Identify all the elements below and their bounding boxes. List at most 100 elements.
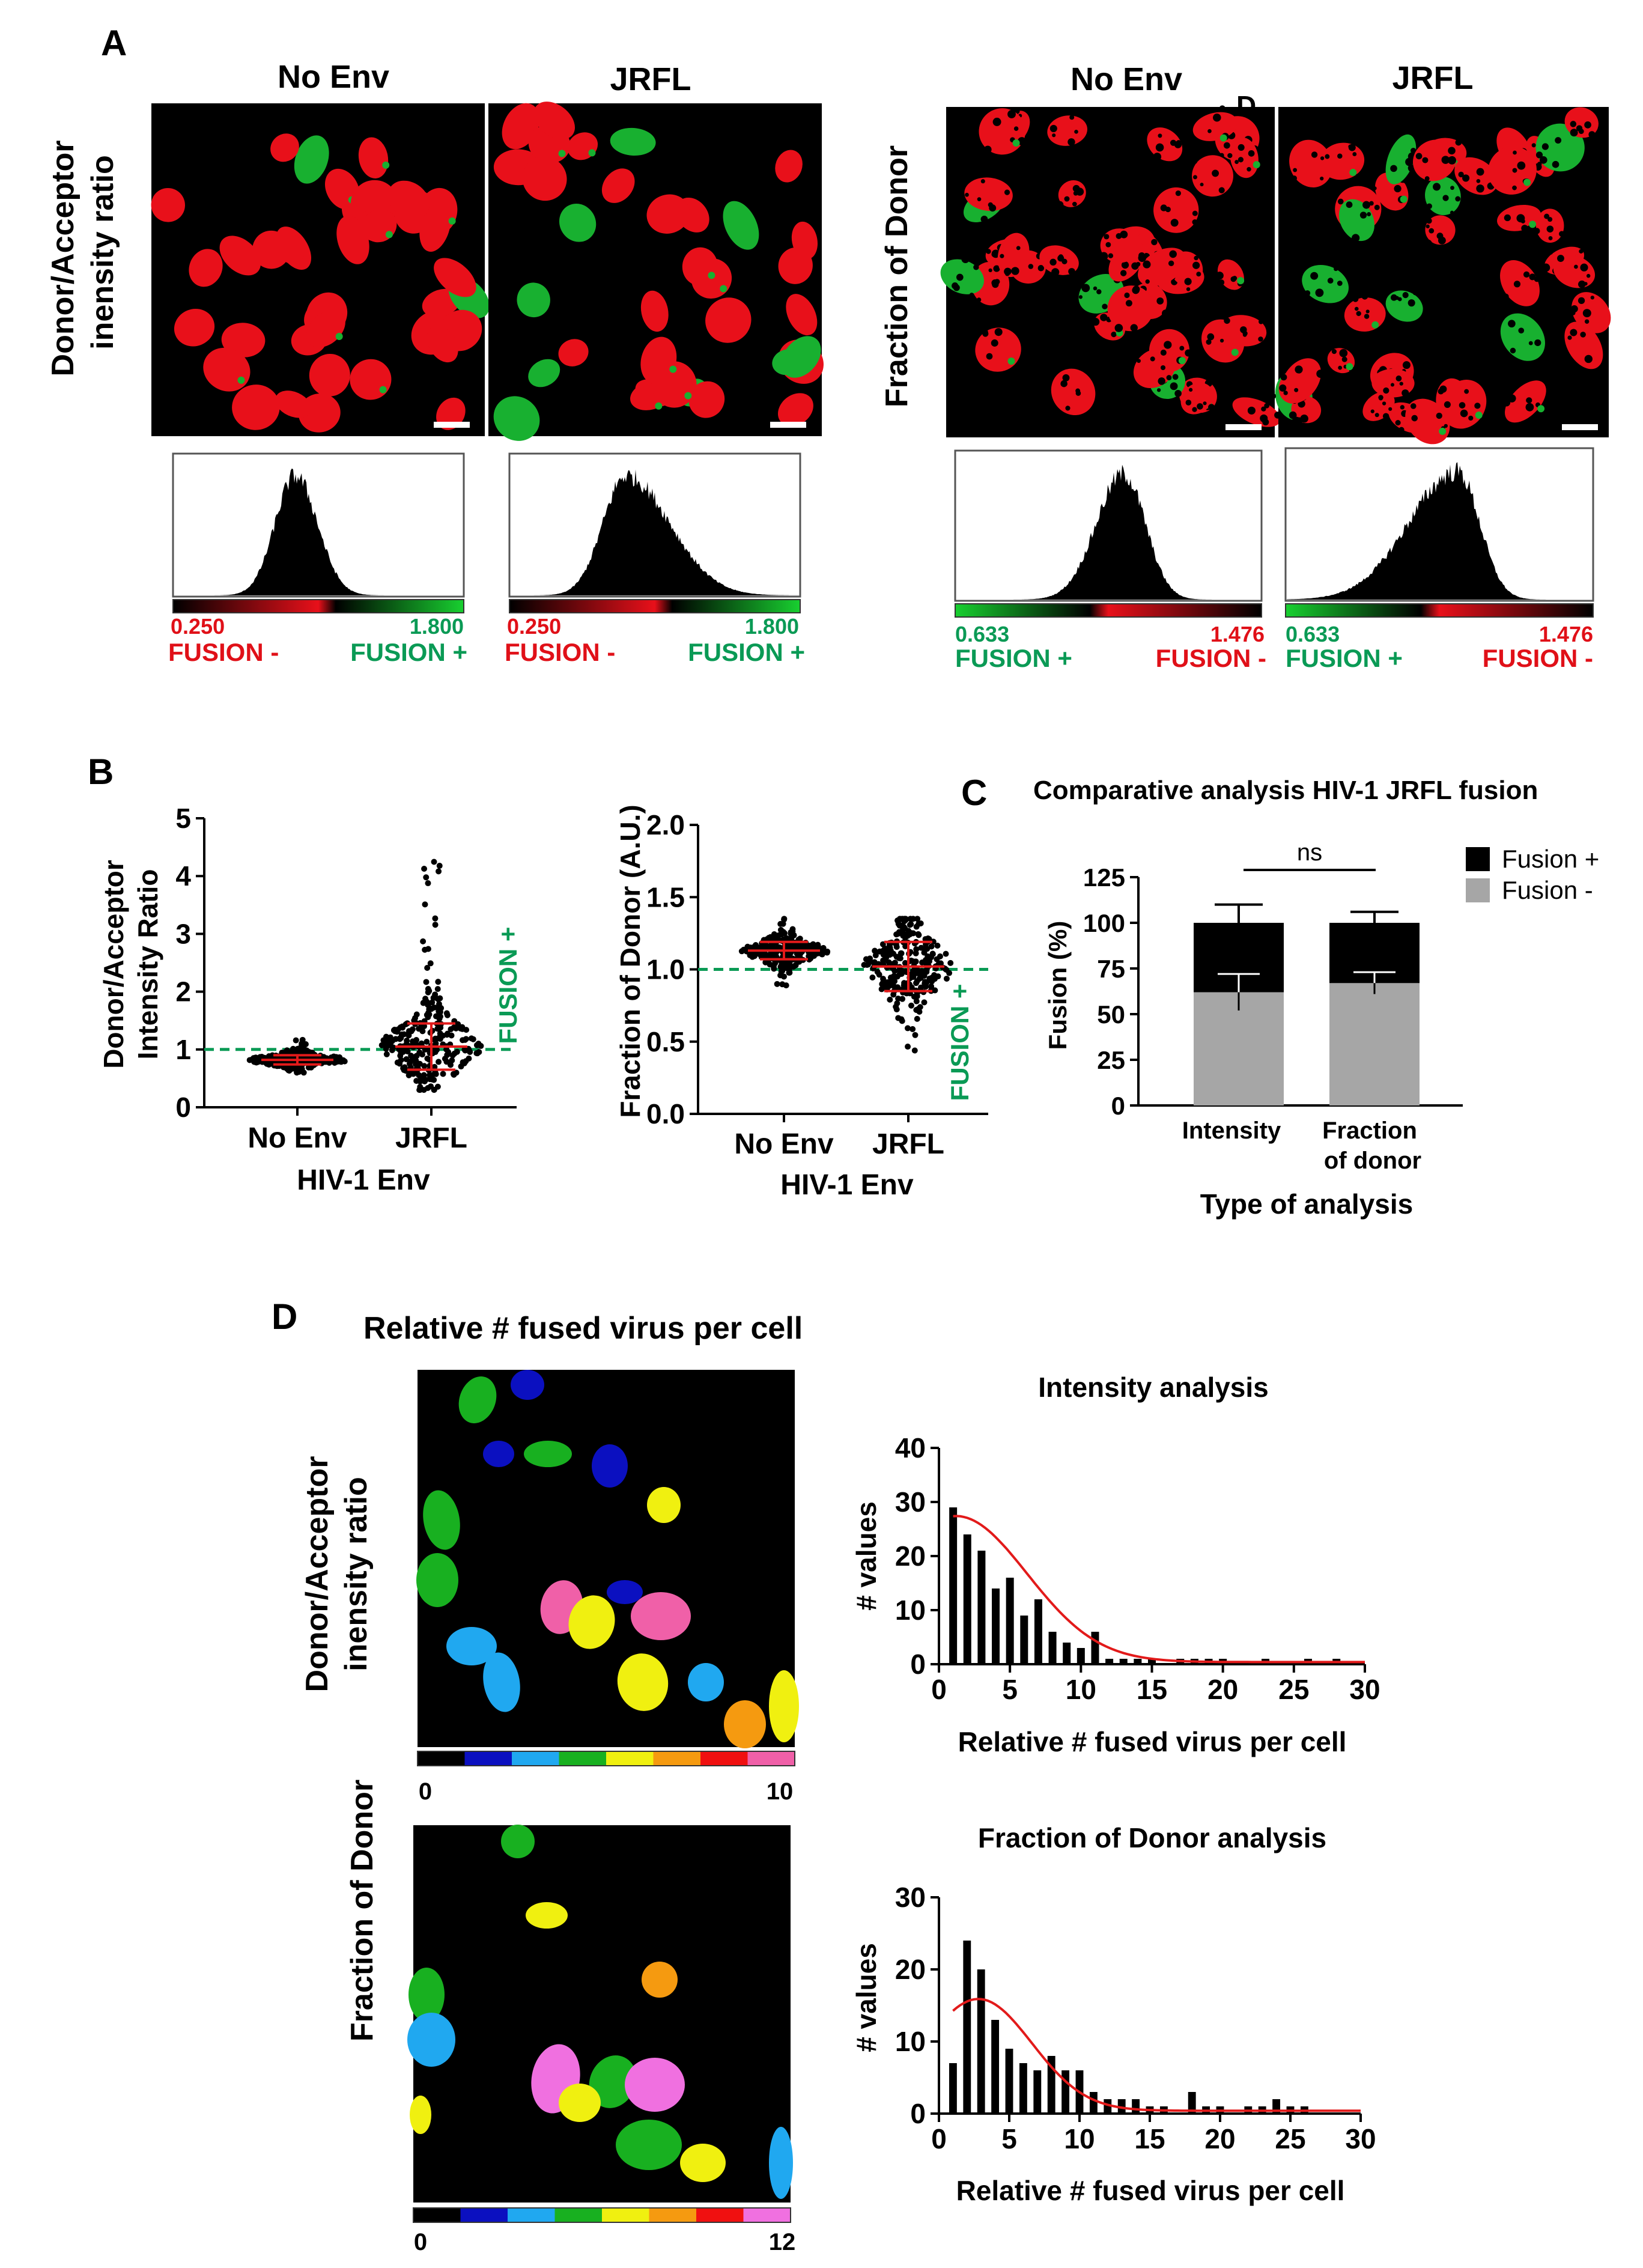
- ytick-label: 0.0: [646, 1098, 685, 1129]
- data-point: [820, 949, 827, 956]
- data-point: [420, 938, 427, 944]
- data-point: [895, 1015, 902, 1021]
- colorbar: [509, 599, 801, 613]
- cell: [997, 233, 1030, 278]
- xtick-label: 30: [1349, 1674, 1380, 1705]
- chart-b1-ylabel: Donor/Acceptor Intensity Ratio: [98, 860, 163, 1069]
- data-point: [476, 1049, 482, 1056]
- colorbar-d2-max: 12: [769, 2229, 796, 2255]
- data-point: [403, 1056, 410, 1063]
- cell: [1147, 127, 1183, 162]
- data-point: [900, 923, 907, 930]
- cell: [1180, 382, 1213, 415]
- data-point: [881, 981, 887, 988]
- cell: [601, 168, 635, 203]
- data-point: [783, 982, 789, 989]
- data-point: [421, 865, 428, 872]
- hist-a2-min: 0.250: [507, 614, 561, 639]
- svg-text:inensity ratio: inensity ratio: [85, 155, 120, 350]
- data-point: [449, 1052, 456, 1059]
- data-point: [425, 1014, 431, 1021]
- segmented-cell: [625, 2058, 685, 2112]
- segmented-cell: [407, 2013, 455, 2067]
- panel-a-right-col2: JRFL: [1392, 60, 1474, 96]
- ytick-label: 0: [1111, 1092, 1125, 1120]
- data-point: [902, 934, 909, 940]
- data-point: [774, 980, 780, 987]
- segmented-cell: [483, 1441, 514, 1467]
- data-point: [772, 935, 779, 941]
- segmented-cell: [647, 1487, 681, 1523]
- data-point: [878, 986, 885, 993]
- cell: [306, 310, 345, 348]
- colorbar-d1-min: 0: [419, 1778, 432, 1805]
- cell: [358, 137, 389, 178]
- scatter-series-0: [738, 916, 831, 989]
- xtick-label: 20: [1207, 1674, 1238, 1705]
- data-point: [448, 1062, 454, 1068]
- cell: [387, 180, 430, 219]
- cell: [559, 203, 597, 242]
- chart-b2-threshold-label: FUSION +: [946, 984, 974, 1101]
- chart-d1-xlabel: Relative # fused virus per cell: [958, 1726, 1347, 1757]
- data-point: [296, 1069, 302, 1075]
- histogram-bar: [1104, 2099, 1112, 2114]
- data-point: [894, 984, 901, 991]
- cell: [1230, 137, 1259, 178]
- cell: [275, 391, 312, 418]
- ytick-label: 30: [895, 1882, 926, 1913]
- data-point: [416, 1060, 423, 1067]
- histogram-fraction-jrfl: [1284, 447, 1594, 618]
- data-point: [911, 1047, 918, 1054]
- colorbar: [1285, 603, 1594, 618]
- data-point: [807, 944, 814, 951]
- cell: [640, 336, 677, 385]
- data-point: [807, 955, 814, 962]
- segmentation-map-intensity: [416, 1370, 799, 1766]
- histogram-ratio-jrfl: [508, 452, 801, 613]
- data-point: [466, 1055, 472, 1062]
- scale-bar: [1562, 424, 1598, 430]
- ytick-label: 3: [175, 918, 191, 949]
- chart-b1-xtick-no-env: No Env: [248, 1122, 347, 1154]
- data-point: [820, 944, 827, 951]
- segmented-cell: [483, 1652, 520, 1712]
- data-point: [880, 951, 887, 958]
- data-point: [432, 1037, 439, 1044]
- ytick-label: 20: [895, 1540, 926, 1572]
- hist-a1-max: 1.800: [410, 614, 464, 639]
- cell: [219, 236, 261, 276]
- chart-d1-ylabel: # values: [851, 1501, 882, 1611]
- chart-d2-ylabel: # values: [851, 1943, 882, 2052]
- data-point: [420, 1023, 427, 1030]
- hist-a2-pos: FUSION +: [688, 638, 805, 666]
- data-point: [946, 970, 953, 976]
- data-point: [473, 1042, 480, 1048]
- micrograph-fraction-jrfl: [1270, 107, 1611, 445]
- histogram-ratio-no-env: [172, 452, 465, 613]
- cell: [1047, 115, 1088, 146]
- data-point: [459, 1026, 466, 1032]
- ytick-label: 125: [1083, 863, 1125, 892]
- histogram-bar: [1019, 2063, 1027, 2114]
- data-point: [924, 946, 931, 952]
- xtick-label: 5: [1001, 2123, 1017, 2154]
- data-point: [431, 859, 437, 865]
- data-point: [764, 936, 770, 943]
- data-point: [781, 916, 788, 923]
- data-point: [435, 979, 442, 985]
- colorbar: [172, 599, 464, 613]
- data-point: [401, 1067, 407, 1074]
- chart-d2: Fraction of Donor analysis # values Rela…: [851, 1822, 1376, 2206]
- hist-a2-max: 1.800: [745, 614, 799, 639]
- scale-bar: [434, 422, 470, 428]
- chart-b2: Fraction of Donor (A.U.) 0.0 0.5 1.0 1.5 2.0…: [615, 804, 988, 1201]
- data-point: [463, 1036, 469, 1042]
- data-point: [914, 916, 921, 922]
- ytick-label: 20: [895, 1954, 926, 1985]
- chart-b1-threshold-label: FUSION +: [494, 927, 522, 1044]
- cell: [775, 150, 803, 183]
- chart-d2-xlabel: Relative # fused virus per cell: [956, 2175, 1345, 2206]
- data-point: [922, 979, 928, 985]
- xtick-label: 15: [1134, 2123, 1165, 2154]
